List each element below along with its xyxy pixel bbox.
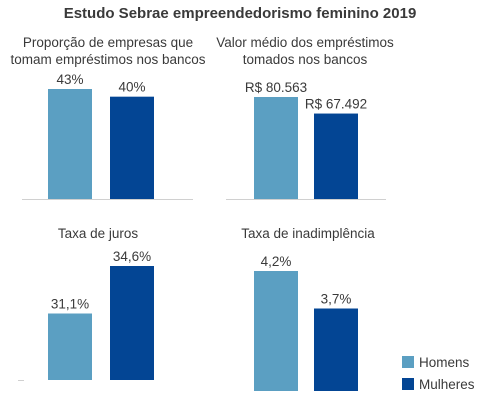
panel-3-bar-mulheres [110,266,154,380]
panel-2-title-line-1: Valor médio dos empréstimos [216,35,394,50]
panel-2-value-label-mulheres: R$ 67.492 [305,97,367,112]
panel-1-value-label-homens: 43% [56,72,83,87]
panel-3-bar-homens [48,313,92,380]
figure-title: Estudo Sebrae empreendedorismo feminino … [63,5,417,22]
panel-3-value-label-homens: 31,1% [51,297,89,312]
panel-2-value-label-homens: R$ 80.563 [245,80,307,95]
legend-label-mulheres: Mulheres [419,377,475,392]
panel-2-bar-homens [254,97,298,199]
panel-2-title-line-2: tomados nos bancos [243,52,368,67]
panel-3-title-line-1: Taxa de juros [58,226,139,241]
legend-swatch-homens [402,356,414,368]
panel-1-bar-homens [48,89,92,199]
panel-4-bar-mulheres [314,308,358,391]
panel-4-bar-homens [254,271,298,391]
panel-4-title-line-1: Taxa de inadimplência [241,226,375,241]
panel-1-title-line-2: tomam empréstimos nos bancos [10,52,205,67]
panel-2-bar-mulheres [314,113,358,199]
panel-4-value-label-mulheres: 3,7% [321,292,352,307]
legend-label-homens: Homens [419,355,470,370]
panel-3-value-label-mulheres: 34,6% [113,249,151,264]
legend-swatch-mulheres [402,378,414,390]
panel-4-value-label-homens: 4,2% [261,254,292,269]
panel-1-title-line-1: Proporção de empresas que [23,35,193,50]
panel-1-value-label-mulheres: 40% [118,80,145,95]
panel-1-bar-mulheres [110,96,154,199]
